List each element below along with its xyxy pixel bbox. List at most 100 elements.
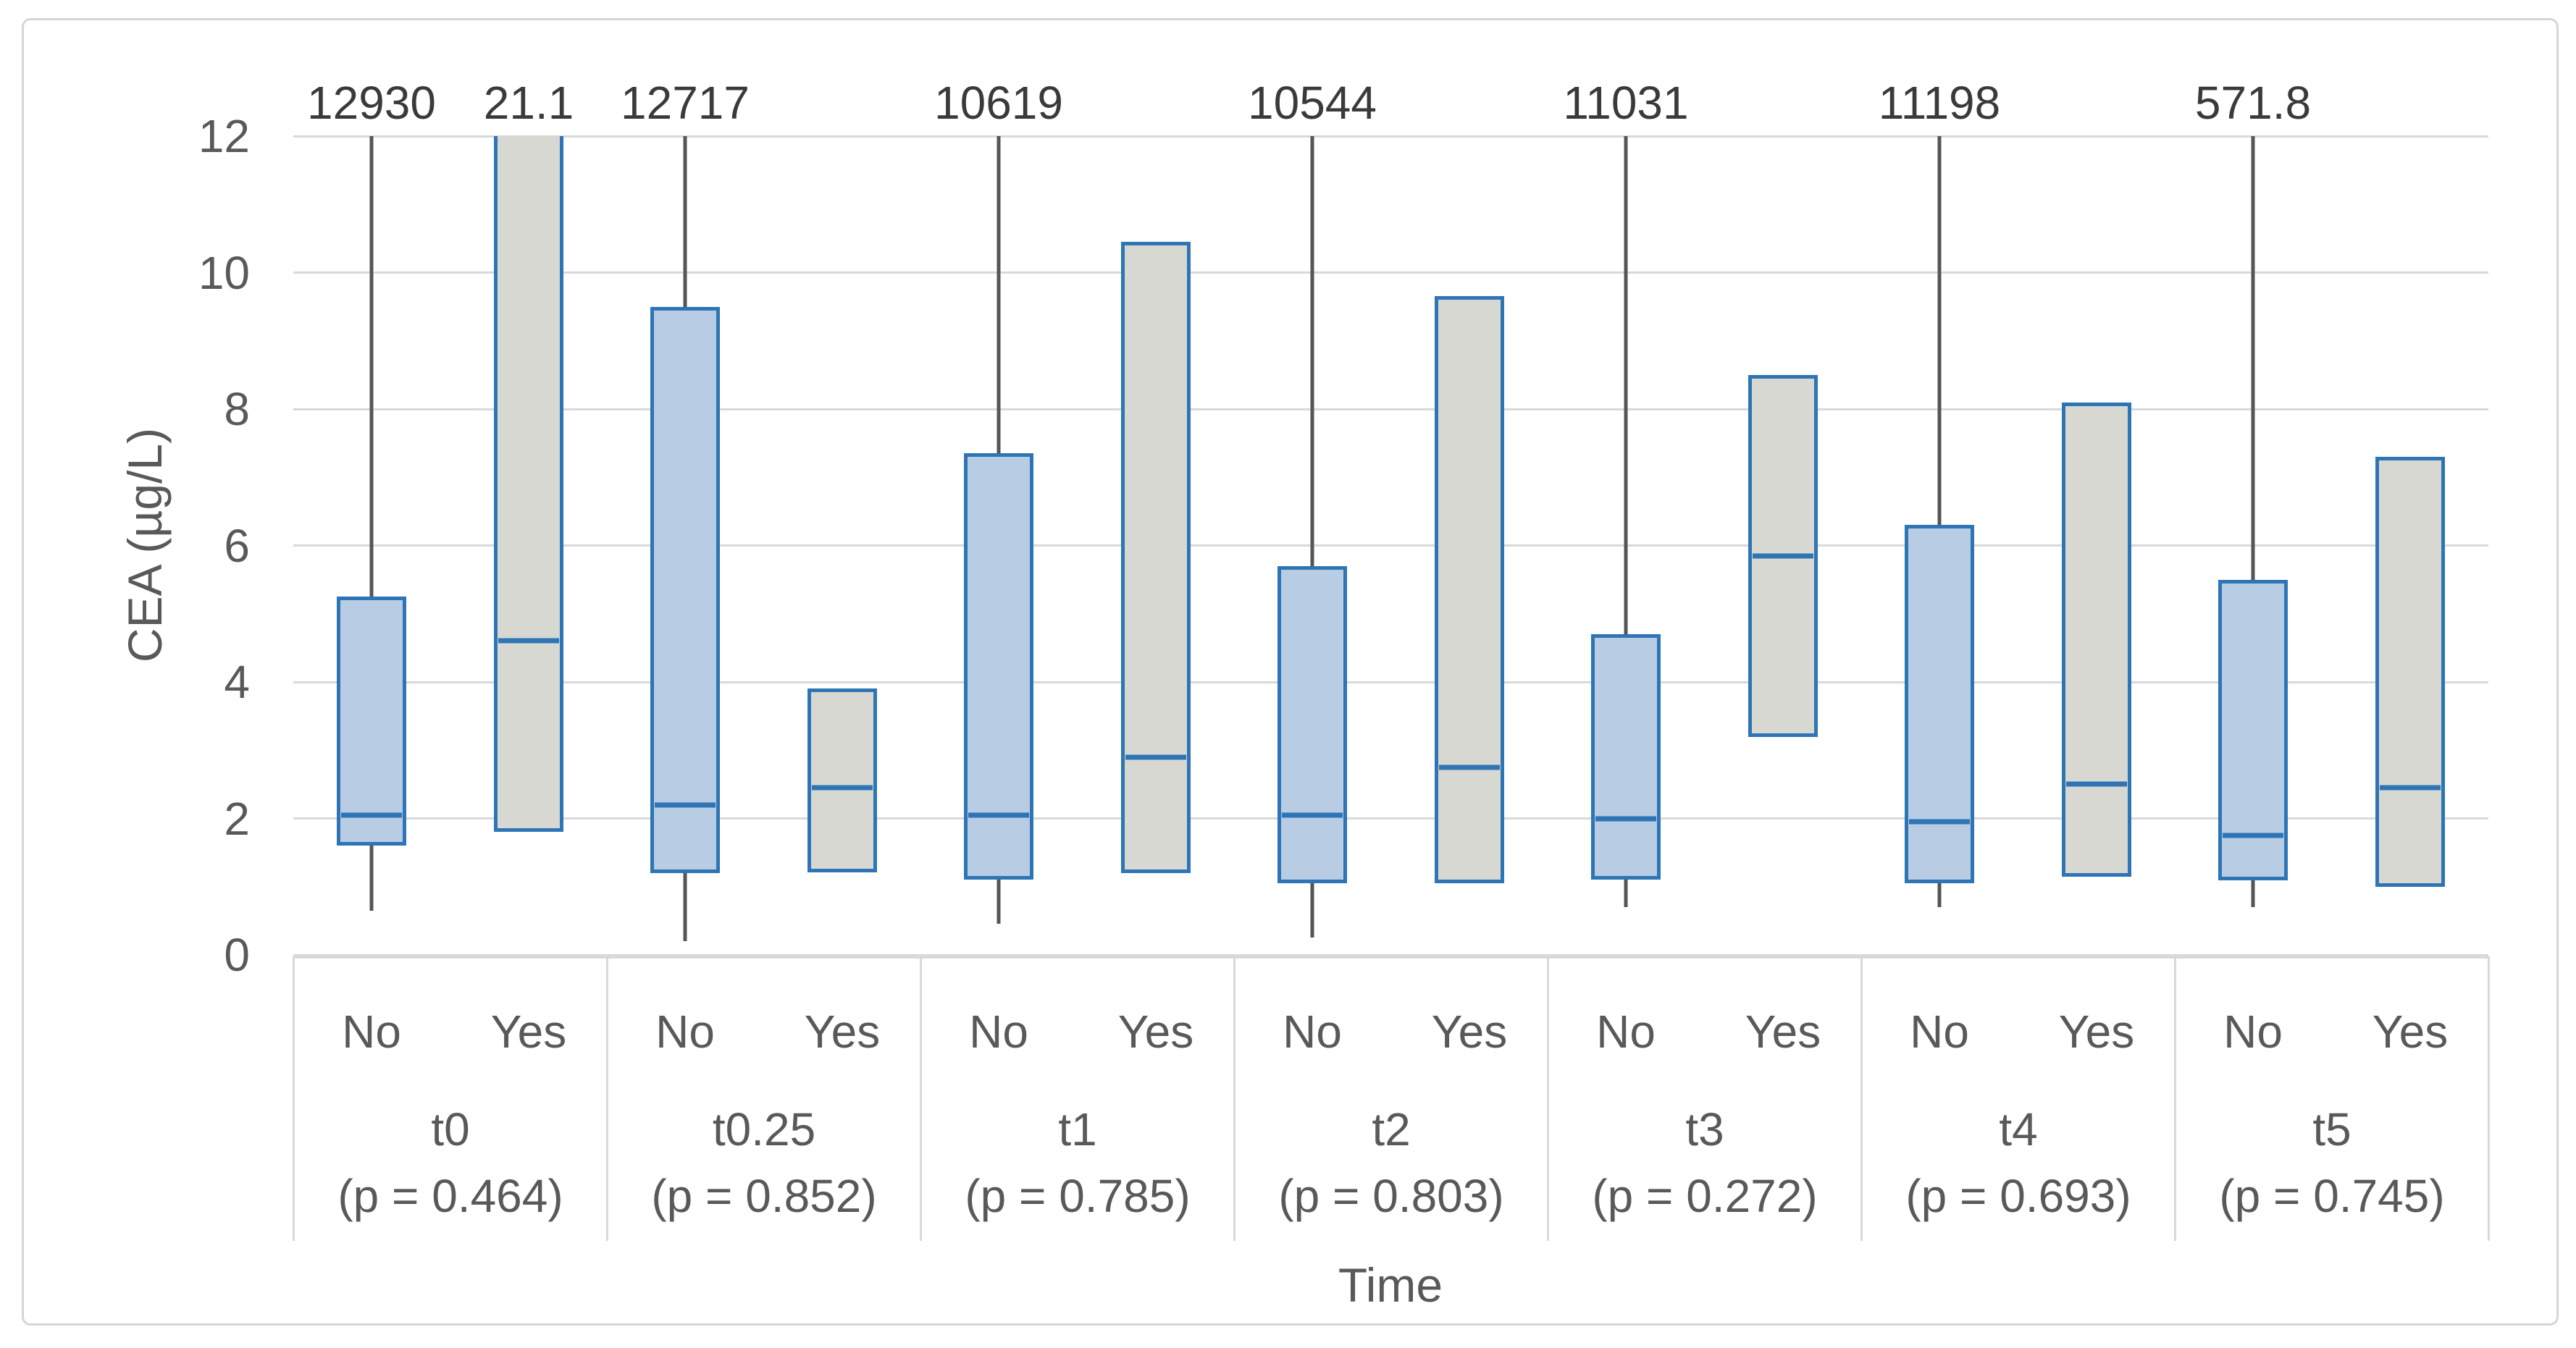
series-label-yes: Yes: [1117, 1006, 1194, 1058]
upper-whisker: [1624, 136, 1628, 634]
median-line: [2380, 785, 2441, 791]
median-line: [1595, 816, 1656, 822]
max-value-label: 10619: [934, 77, 1063, 129]
box-no: [1905, 525, 1974, 883]
group-p-label: (p = 0.745): [2219, 1170, 2445, 1222]
series-label-yes: Yes: [1745, 1006, 1821, 1058]
median-line: [655, 802, 716, 808]
gridline-y8: [293, 408, 2488, 410]
median-line: [341, 812, 402, 818]
series-label-no: No: [2223, 1006, 2283, 1058]
y-tick-label: 10: [198, 247, 250, 299]
series-label-yes: Yes: [1431, 1006, 1508, 1058]
box-yes: [807, 688, 877, 872]
category-separator: [2488, 956, 2490, 1241]
series-label-no: No: [1596, 1006, 1656, 1058]
box-yes: [494, 136, 563, 832]
series-label-yes: Yes: [2058, 1006, 2135, 1058]
group-time-label: t0.25: [712, 1103, 816, 1155]
series-label-yes: Yes: [2372, 1006, 2449, 1058]
box-no: [1277, 566, 1347, 883]
max-value-label: 11031: [1563, 77, 1689, 129]
median-line: [1282, 812, 1343, 818]
series-label-no: No: [1910, 1006, 1969, 1058]
upper-whisker: [683, 136, 687, 307]
box-no: [650, 307, 720, 873]
category-table-top-border: [293, 956, 2488, 959]
max-value-label: 10544: [1248, 77, 1377, 129]
y-tick-label: 8: [224, 383, 250, 435]
y-tick-label: 4: [224, 656, 250, 708]
upper-whisker: [997, 136, 1001, 453]
category-separator: [1233, 956, 1235, 1241]
y-axis-title: CEA (µg/L): [118, 427, 172, 663]
group-time-label: t3: [1685, 1103, 1724, 1155]
category-separator: [2174, 956, 2176, 1241]
group-p-label: (p = 0.272): [1592, 1170, 1818, 1222]
series-label-yes: Yes: [490, 1006, 567, 1058]
gridline-y2: [293, 817, 2488, 820]
series-label-yes: Yes: [804, 1006, 881, 1058]
box-no: [337, 597, 406, 846]
gridline-y4: [293, 681, 2488, 683]
median-line: [1753, 553, 1813, 559]
box-yes: [1121, 242, 1191, 873]
max-value-label: 12717: [621, 77, 750, 129]
group-time-label: t0: [431, 1103, 470, 1155]
group-time-label: t4: [1999, 1103, 2038, 1155]
max-value-label: 571.8: [2194, 77, 2312, 129]
category-separator: [1860, 956, 1863, 1241]
group-p-label: (p = 0.852): [651, 1170, 877, 1222]
x-axis-title: Time: [1338, 1258, 1443, 1312]
upper-whisker: [2251, 136, 2255, 580]
upper-whisker: [369, 136, 374, 597]
series-label-no: No: [342, 1006, 401, 1058]
lower-whisker: [1310, 883, 1314, 938]
gridline-y10: [293, 271, 2488, 274]
group-time-label: t1: [1058, 1103, 1097, 1155]
box-no: [964, 453, 1033, 880]
median-line: [498, 638, 559, 644]
group-p-label: (p = 0.693): [1905, 1170, 2131, 1222]
y-tick-label: 6: [224, 520, 250, 572]
lower-whisker: [683, 873, 687, 941]
lower-whisker: [2251, 880, 2255, 907]
max-value-label: 12930: [307, 77, 436, 129]
group-p-label: (p = 0.464): [337, 1170, 563, 1222]
series-label-no: No: [969, 1006, 1028, 1058]
series-label-no: No: [1283, 1006, 1342, 1058]
category-separator: [1547, 956, 1549, 1241]
median-line: [2066, 781, 2127, 787]
group-time-label: t5: [2312, 1103, 2351, 1155]
max-value-label: 11198: [1878, 77, 2001, 129]
series-label-no: No: [655, 1006, 715, 1058]
median-line: [812, 785, 873, 791]
box-yes: [2062, 403, 2131, 877]
category-separator: [920, 956, 922, 1241]
gridline-y6: [293, 544, 2488, 547]
box-yes: [1435, 296, 1504, 883]
y-tick-label: 0: [224, 929, 250, 981]
gridline-y0: [293, 954, 2488, 956]
lower-whisker: [1937, 883, 1942, 907]
lower-whisker: [997, 880, 1001, 924]
group-p-label: (p = 0.785): [965, 1170, 1191, 1222]
max-value-label: 21.1: [483, 77, 574, 129]
lower-whisker: [369, 846, 374, 911]
median-line: [1439, 764, 1500, 770]
median-line: [1909, 819, 1970, 825]
y-tick-label: 12: [198, 110, 250, 162]
upper-whisker: [1937, 136, 1942, 525]
category-separator: [606, 956, 608, 1241]
category-separator: [293, 956, 295, 1241]
box-no: [1591, 634, 1661, 880]
gridline-y12: [293, 135, 2488, 138]
box-yes: [2375, 457, 2445, 887]
median-line: [2223, 833, 2283, 838]
group-time-label: t2: [1372, 1103, 1411, 1155]
median-line: [1125, 754, 1186, 760]
y-tick-label: 2: [224, 793, 250, 845]
group-p-label: (p = 0.803): [1278, 1170, 1504, 1222]
